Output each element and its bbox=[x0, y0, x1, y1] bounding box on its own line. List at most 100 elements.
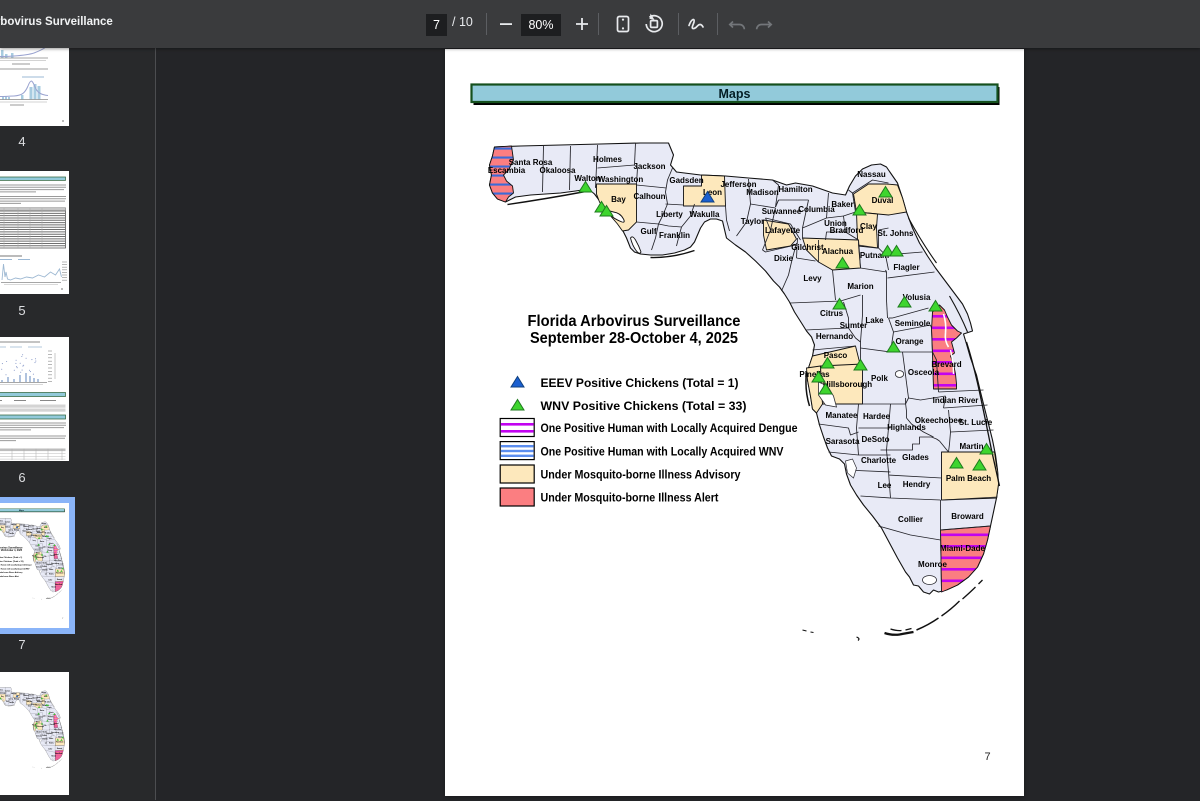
svg-text:Charlotte: Charlotte bbox=[860, 456, 896, 465]
svg-text:WNV Positive Chickens (Total =: WNV Positive Chickens (Total = 33) bbox=[540, 399, 746, 413]
svg-text:Jackson: Jackson bbox=[633, 162, 665, 171]
svg-text:Madison: Madison bbox=[23, 695, 28, 697]
svg-text:Jackson: Jackson bbox=[5, 522, 10, 524]
svg-text:One Positive Human with Locall: One Positive Human with Locally Acquired… bbox=[540, 445, 784, 459]
svg-text:St. Johns: St. Johns bbox=[877, 229, 914, 238]
svg-text:Holmes: Holmes bbox=[0, 520, 3, 522]
svg-text:Holmes: Holmes bbox=[593, 155, 622, 164]
svg-text:Highlands: Highlands bbox=[887, 423, 926, 432]
svg-text:Hardee: Hardee bbox=[862, 412, 890, 421]
svg-text:Florida Arbovirus Surveillance: Florida Arbovirus Surveillance bbox=[527, 313, 740, 330]
svg-text:Columbia: Columbia bbox=[32, 698, 38, 700]
svg-text:Seminole: Seminole bbox=[48, 716, 54, 718]
svg-text:Clay: Clay bbox=[42, 531, 45, 533]
svg-text:Wakulla: Wakulla bbox=[14, 529, 19, 531]
svg-text:Alachua: Alachua bbox=[821, 247, 853, 256]
svg-text:Osceola: Osceola bbox=[907, 368, 939, 377]
svg-text:Glades: Glades bbox=[49, 569, 54, 571]
svg-text:Gilchrist: Gilchrist bbox=[791, 243, 824, 252]
svg-text:Bradford: Bradford bbox=[829, 226, 863, 235]
svg-text:Union: Union bbox=[824, 219, 847, 228]
svg-text:Palm Beach: Palm Beach bbox=[56, 573, 64, 575]
svg-text:Duval: Duval bbox=[44, 696, 48, 698]
svg-text:Monroe: Monroe bbox=[918, 560, 947, 569]
svg-text:Okaloosa: Okaloosa bbox=[539, 166, 576, 175]
svg-text:DeSoto: DeSoto bbox=[861, 435, 889, 444]
svg-text:One Positive Human with Locall: One Positive Human with Locally Acquired… bbox=[0, 564, 33, 567]
svg-text:Osceola: Osceola bbox=[50, 555, 55, 557]
svg-text:Suwannee: Suwannee bbox=[761, 207, 801, 216]
svg-text:Polk: Polk bbox=[44, 556, 47, 558]
svg-text:Leon: Leon bbox=[16, 526, 19, 528]
svg-text:EEEV Positive Chickens (Total: EEEV Positive Chickens (Total = 1) bbox=[0, 556, 22, 559]
svg-text:Under Mosquito-borne Illness A: Under Mosquito-borne Illness Advisory bbox=[540, 468, 740, 482]
svg-text:Volusia: Volusia bbox=[49, 543, 54, 545]
svg-text:Jackson: Jackson bbox=[5, 691, 10, 693]
svg-text:Nassau: Nassau bbox=[42, 523, 47, 525]
svg-text:Pasco: Pasco bbox=[36, 552, 40, 554]
svg-text:Calhoun: Calhoun bbox=[5, 695, 10, 697]
svg-text:Gulf: Gulf bbox=[640, 227, 656, 236]
svg-text:Miami-Dade: Miami-Dade bbox=[55, 584, 63, 586]
svg-text:Union: Union bbox=[36, 700, 40, 702]
svg-text:Dixie: Dixie bbox=[28, 706, 31, 708]
svg-text:7: 7 bbox=[62, 618, 63, 620]
svg-text:Holmes: Holmes bbox=[0, 689, 3, 691]
svg-text:Gadsden: Gadsden bbox=[11, 524, 17, 526]
svg-text:Maps: Maps bbox=[19, 510, 25, 512]
svg-text:Miami-Dade: Miami-Dade bbox=[940, 544, 985, 553]
svg-text:Columbia: Columbia bbox=[32, 529, 38, 531]
svg-text:Broward: Broward bbox=[951, 512, 984, 521]
svg-text:Gadsden: Gadsden bbox=[669, 176, 703, 185]
svg-text:Under Mosquito-borne Illness A: Under Mosquito-borne Illness Advisory bbox=[0, 571, 23, 574]
svg-text:Martin: Martin bbox=[959, 442, 983, 451]
svg-text:Bay: Bay bbox=[1, 527, 4, 529]
svg-text:Baker: Baker bbox=[831, 200, 853, 209]
svg-text:Osceola: Osceola bbox=[50, 724, 55, 726]
svg-text:EEEV Positive Chickens (Total: EEEV Positive Chickens (Total = 1) bbox=[540, 376, 738, 390]
svg-text:Lee: Lee bbox=[45, 574, 48, 576]
svg-text:Palm Beach: Palm Beach bbox=[56, 742, 64, 744]
svg-text:Palm Beach: Palm Beach bbox=[945, 474, 990, 483]
svg-text:Leon: Leon bbox=[16, 695, 19, 697]
svg-text:Glades: Glades bbox=[902, 453, 929, 462]
svg-text:Okeechobee: Okeechobee bbox=[914, 416, 962, 425]
svg-text:Clay: Clay bbox=[42, 700, 45, 702]
svg-text:Dixie: Dixie bbox=[773, 254, 793, 263]
svg-text:Highlands: Highlands bbox=[46, 733, 53, 735]
svg-text:Calhoun: Calhoun bbox=[5, 526, 10, 528]
svg-text:Suwannee: Suwannee bbox=[26, 698, 33, 700]
svg-text:Okeechobee: Okeechobee bbox=[51, 563, 59, 565]
svg-text:Lee: Lee bbox=[45, 743, 48, 745]
svg-text:Maps: Maps bbox=[718, 87, 750, 101]
svg-text:Seminole: Seminole bbox=[48, 547, 54, 549]
svg-text:Lake: Lake bbox=[43, 547, 46, 549]
svg-text:Levy: Levy bbox=[33, 709, 36, 711]
svg-text:Pinellas: Pinellas bbox=[799, 370, 830, 379]
svg-text:September 28-October 4, 2025: September 28-October 4, 2025 bbox=[0, 549, 23, 552]
svg-text:Nassau: Nassau bbox=[42, 692, 47, 694]
svg-text:Under Mosquito-borne Illness A: Under Mosquito-borne Illness Alert bbox=[0, 575, 19, 578]
svg-text:St. Lucie: St. Lucie bbox=[958, 418, 992, 427]
svg-text:Seminole: Seminole bbox=[894, 319, 930, 328]
svg-text:Duval: Duval bbox=[44, 527, 48, 529]
svg-text:Levy: Levy bbox=[803, 274, 822, 283]
svg-text:Manatee: Manatee bbox=[825, 411, 858, 420]
svg-text:Miami-Dade: Miami-Dade bbox=[55, 753, 63, 755]
svg-text:Bay: Bay bbox=[1, 696, 4, 698]
svg-text:Marion: Marion bbox=[847, 282, 873, 291]
svg-text:Franklin: Franklin bbox=[658, 231, 689, 240]
svg-text:Brevard: Brevard bbox=[931, 360, 961, 369]
svg-text:Sumter: Sumter bbox=[839, 321, 867, 330]
svg-text:Orange: Orange bbox=[895, 337, 924, 346]
svg-text:September 28-October 4, 2025: September 28-October 4, 2025 bbox=[530, 330, 738, 347]
svg-text:Hillsborough: Hillsborough bbox=[822, 380, 871, 389]
svg-text:Leon: Leon bbox=[702, 188, 721, 197]
svg-text:Clay: Clay bbox=[860, 222, 877, 231]
svg-text:Nassau: Nassau bbox=[857, 170, 886, 179]
svg-text:Santa Rosa: Santa Rosa bbox=[508, 158, 552, 167]
svg-text:Florida Arbovirus Surveillance: Florida Arbovirus Surveillance bbox=[0, 546, 23, 549]
svg-text:Pasco: Pasco bbox=[36, 721, 40, 723]
svg-text:Jefferson: Jefferson bbox=[720, 180, 756, 189]
svg-text:Lake: Lake bbox=[865, 316, 884, 325]
